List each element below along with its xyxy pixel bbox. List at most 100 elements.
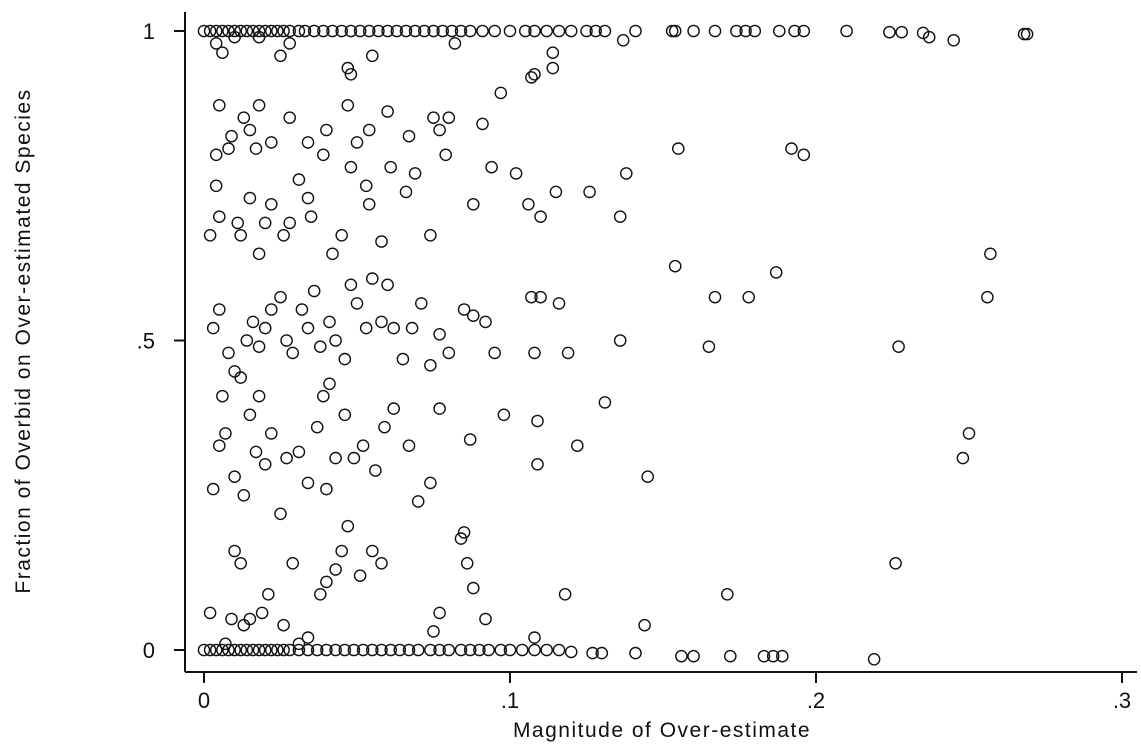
data-point bbox=[583, 185, 596, 199]
data-point bbox=[473, 643, 486, 657]
data-point bbox=[586, 646, 599, 660]
data-point bbox=[773, 24, 786, 38]
data-point bbox=[359, 179, 373, 193]
data-point bbox=[292, 643, 306, 657]
data-point bbox=[962, 427, 976, 440]
data-point bbox=[240, 643, 254, 657]
data-point bbox=[381, 24, 394, 38]
data-point bbox=[209, 179, 223, 193]
data-point bbox=[525, 290, 538, 304]
data-point bbox=[228, 365, 241, 378]
data-point bbox=[258, 643, 272, 657]
data-point bbox=[442, 346, 456, 360]
data-point bbox=[264, 643, 278, 657]
data-point bbox=[399, 24, 413, 38]
data-point bbox=[564, 24, 578, 38]
data-point bbox=[320, 482, 333, 496]
data-point bbox=[769, 266, 783, 279]
data-point bbox=[341, 61, 355, 75]
data-point bbox=[292, 445, 306, 459]
data-point bbox=[209, 148, 223, 162]
data-point bbox=[365, 544, 379, 558]
data-point bbox=[362, 24, 376, 38]
data-point bbox=[668, 24, 682, 38]
data-point bbox=[222, 346, 235, 360]
data-point bbox=[519, 24, 532, 38]
data-point bbox=[295, 303, 309, 316]
data-point bbox=[277, 643, 290, 657]
data-point bbox=[613, 210, 627, 223]
data-point bbox=[234, 228, 247, 242]
data-point bbox=[341, 519, 355, 533]
data-point bbox=[197, 24, 211, 38]
data-point bbox=[546, 61, 560, 75]
data-point bbox=[534, 210, 547, 223]
data-point bbox=[316, 389, 330, 403]
data-point bbox=[252, 24, 266, 38]
data-point bbox=[237, 488, 251, 502]
data-point bbox=[264, 303, 278, 316]
data-point bbox=[316, 24, 330, 38]
data-point bbox=[338, 408, 352, 422]
data-point bbox=[271, 643, 284, 657]
data-point bbox=[414, 297, 428, 310]
data-point bbox=[956, 451, 970, 465]
data-point bbox=[589, 24, 603, 38]
data-point bbox=[329, 563, 342, 576]
data-point bbox=[320, 575, 333, 589]
data-point bbox=[240, 24, 254, 38]
data-point bbox=[436, 24, 450, 38]
data-point bbox=[335, 24, 349, 38]
data-point bbox=[463, 24, 477, 38]
data-point bbox=[335, 544, 349, 558]
data-point bbox=[362, 197, 376, 211]
data-point bbox=[249, 142, 263, 155]
data-point bbox=[616, 34, 630, 47]
data-point bbox=[222, 643, 235, 657]
data-point bbox=[307, 284, 321, 298]
data-point bbox=[356, 643, 370, 657]
data-point bbox=[598, 396, 612, 409]
data-point bbox=[525, 71, 538, 84]
data-point bbox=[534, 290, 547, 304]
data-point bbox=[225, 129, 238, 143]
data-point bbox=[454, 24, 468, 38]
data-point bbox=[225, 612, 238, 626]
data-point bbox=[485, 160, 498, 174]
data-point bbox=[228, 470, 241, 484]
data-point bbox=[442, 111, 456, 124]
data-point bbox=[274, 49, 287, 63]
data-point bbox=[329, 451, 342, 465]
data-point bbox=[393, 643, 407, 657]
data-point bbox=[252, 389, 266, 403]
data-point bbox=[203, 606, 217, 620]
data-point bbox=[249, 445, 263, 459]
data-point bbox=[286, 557, 300, 570]
data-point bbox=[329, 334, 342, 347]
data-point bbox=[301, 191, 315, 205]
x-tick-label: .3 bbox=[1113, 688, 1131, 713]
data-point bbox=[702, 340, 716, 354]
data-point bbox=[408, 24, 422, 38]
data-point bbox=[561, 346, 575, 360]
data-point bbox=[387, 402, 401, 415]
data-point bbox=[212, 210, 226, 223]
data-point bbox=[503, 643, 517, 657]
data-point bbox=[981, 290, 994, 304]
data-point bbox=[424, 643, 437, 657]
y-tick-label: .5 bbox=[137, 329, 155, 354]
data-point bbox=[292, 24, 306, 38]
data-point bbox=[776, 649, 789, 663]
data-point bbox=[1020, 27, 1034, 41]
data-point bbox=[411, 643, 425, 657]
data-point bbox=[402, 439, 416, 453]
data-point bbox=[292, 173, 306, 186]
data-point bbox=[571, 439, 584, 453]
data-point bbox=[197, 643, 211, 657]
data-point bbox=[454, 532, 468, 545]
data-point bbox=[433, 643, 446, 657]
data-point bbox=[595, 646, 609, 660]
data-point bbox=[261, 588, 275, 601]
data-point bbox=[427, 111, 440, 124]
data-point bbox=[503, 24, 517, 38]
